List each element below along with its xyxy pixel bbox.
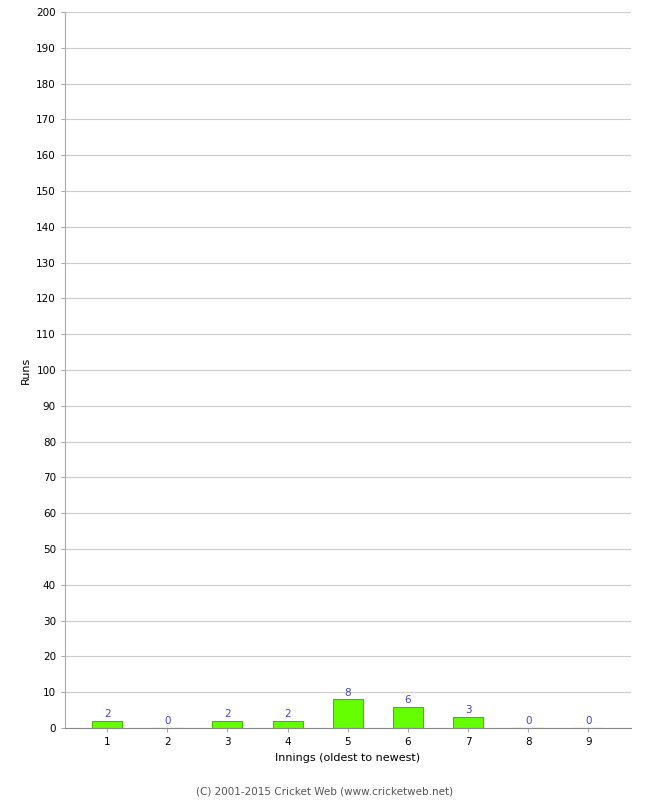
Text: 6: 6 — [404, 694, 411, 705]
Text: 0: 0 — [585, 716, 592, 726]
Bar — [272, 721, 303, 728]
Text: 2: 2 — [224, 709, 231, 719]
Bar — [453, 718, 483, 728]
Y-axis label: Runs: Runs — [21, 356, 31, 384]
Bar — [393, 706, 423, 728]
Bar — [333, 699, 363, 728]
Text: 0: 0 — [525, 716, 532, 726]
Bar — [92, 721, 122, 728]
Text: 2: 2 — [284, 709, 291, 719]
X-axis label: Innings (oldest to newest): Innings (oldest to newest) — [275, 753, 421, 762]
Text: 8: 8 — [344, 687, 351, 698]
Text: 2: 2 — [104, 709, 110, 719]
Bar — [213, 721, 242, 728]
Text: (C) 2001-2015 Cricket Web (www.cricketweb.net): (C) 2001-2015 Cricket Web (www.cricketwe… — [196, 786, 454, 796]
Text: 0: 0 — [164, 716, 170, 726]
Text: 3: 3 — [465, 706, 471, 715]
